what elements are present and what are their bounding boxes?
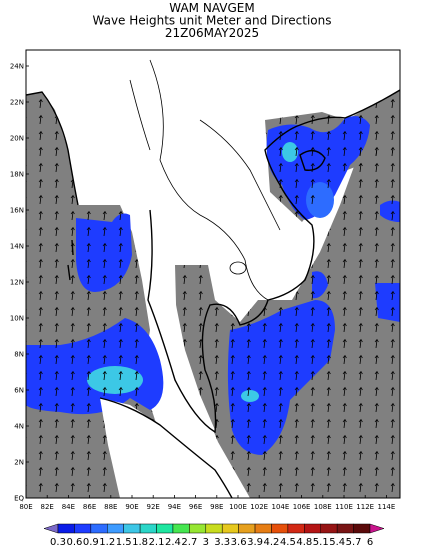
colorbar-label: 4.8	[296, 537, 312, 548]
colorbar-label: 0.3	[50, 537, 66, 548]
colorbar-swatch	[57, 523, 75, 534]
x-tick-label: 86E	[83, 503, 96, 511]
x-tick-label: 100E	[229, 503, 247, 511]
colorbar-end	[43, 523, 59, 534]
x-tick-label: 114E	[378, 503, 396, 511]
y-tick-label: 22N	[10, 99, 24, 107]
y-tick-label: 2N	[14, 459, 24, 467]
colorbar-swatch	[205, 523, 223, 534]
direction-arrows	[175, 150, 400, 498]
colorbar-swatch	[107, 523, 124, 534]
colorbar-label: 1.8	[132, 537, 148, 548]
y-tick-label: 24N	[10, 63, 24, 71]
x-tick-label: 98E	[210, 503, 223, 511]
colorbar-swatch	[304, 523, 321, 534]
colorbar-swatch	[238, 523, 256, 534]
title-line: 21Z06MAY2025	[165, 26, 259, 40]
colorbar-swatch	[74, 523, 92, 534]
colorbar-swatches	[43, 523, 385, 534]
x-tick-label: 82E	[41, 503, 54, 511]
colorbar-swatch	[320, 523, 338, 534]
colorbar-label: 5.1	[313, 537, 329, 548]
x-tick-label: 96E	[189, 503, 202, 511]
axes: 80E 82E 84E 86E 88E 90E 92E 94E 96E 98E 100E 102E 10…	[10, 63, 395, 512]
x-tick-label: 106E	[293, 503, 311, 511]
colorbar-label: 3.3	[214, 537, 230, 548]
colorbar-label: 6	[367, 537, 373, 548]
colorbar-swatch	[221, 523, 239, 534]
colorbar-swatch	[189, 523, 207, 534]
colorbar-swatch	[287, 523, 305, 534]
y-tick-label: 20N	[10, 135, 24, 143]
colorbar-label: 4.5	[280, 537, 296, 548]
colorbar-swatch	[353, 523, 371, 534]
colorbar-label: 3	[203, 537, 209, 548]
colorbar-swatch	[254, 523, 272, 534]
x-tick-label: 80E	[19, 503, 32, 511]
direction-arrows	[265, 90, 400, 222]
colorbar-label: 0.6	[66, 537, 82, 548]
borders	[129, 59, 281, 301]
colorbar-swatch	[139, 523, 157, 534]
title-line: WAM NAVGEM	[169, 1, 254, 15]
coastline	[26, 89, 400, 498]
x-tick-label: 110E	[335, 503, 353, 511]
x-tick-label: 102E	[250, 503, 268, 511]
direction-arrows	[26, 92, 178, 498]
land	[100, 398, 232, 498]
title-line: Wave Heights unit Meter and Directions	[93, 14, 332, 28]
y-tick-label: 18N	[10, 171, 24, 179]
colorbar-swatch	[271, 523, 289, 534]
colorbar-label: 3.6	[231, 537, 247, 548]
colorbar-label: 5.4	[329, 537, 345, 548]
x-tick-label: 92E	[147, 503, 160, 511]
colorbar-labels: 0.3 0.6 0.9 1.2 1.5 1.8 2.1 2.4 2.7 3 3.3 3.6 3.9 4.2…	[50, 537, 373, 548]
y-tick-label: EQ	[14, 495, 24, 503]
colorbar-swatch	[336, 523, 354, 534]
x-tick-label: 94E	[168, 503, 181, 511]
x-tick-label: 104E	[272, 503, 290, 511]
colorbar-swatch	[123, 523, 141, 534]
x-tick-label: 88E	[104, 503, 117, 511]
map-frame	[25, 49, 401, 499]
colorbar-label: 1.2	[99, 537, 115, 548]
colorbar-label: 5.7	[346, 537, 362, 548]
colorbar-label: 1.5	[116, 537, 132, 548]
y-tick-label: 10N	[10, 315, 24, 323]
x-tick-label: 90E	[125, 503, 138, 511]
y-tick-label: 8N	[14, 351, 24, 359]
x-tick-label: 84E	[62, 503, 75, 511]
colorbar-end	[369, 523, 385, 534]
map	[26, 50, 400, 498]
y-tick-label: 6N	[14, 387, 24, 395]
colorbar-label: 2.7	[181, 537, 197, 548]
y-tick-label: 14N	[10, 243, 24, 251]
colorbar-swatch	[156, 523, 174, 534]
colorbar-label: 2.1	[149, 537, 165, 548]
colorbar: 0.3 0.6 0.9 1.2 1.5 1.8 2.1 2.4 2.7 3 3.3 3.6 3.9 4.2…	[43, 523, 385, 548]
colorbar-label: 0.9	[83, 537, 99, 548]
colorbar-label: 2.4	[165, 537, 181, 548]
y-tick-label: 4N	[14, 423, 24, 431]
colorbar-swatch	[172, 523, 190, 534]
land	[160, 300, 215, 440]
colorbar-label: 4.2	[264, 537, 280, 548]
colorbar-swatch	[90, 523, 108, 534]
y-tick-label: 16N	[10, 207, 24, 215]
x-tick-label: 112E	[356, 503, 374, 511]
x-tick-label: 108E	[314, 503, 332, 511]
colorbar-label: 3.9	[247, 537, 263, 548]
y-tick-label: 12N	[10, 279, 24, 287]
